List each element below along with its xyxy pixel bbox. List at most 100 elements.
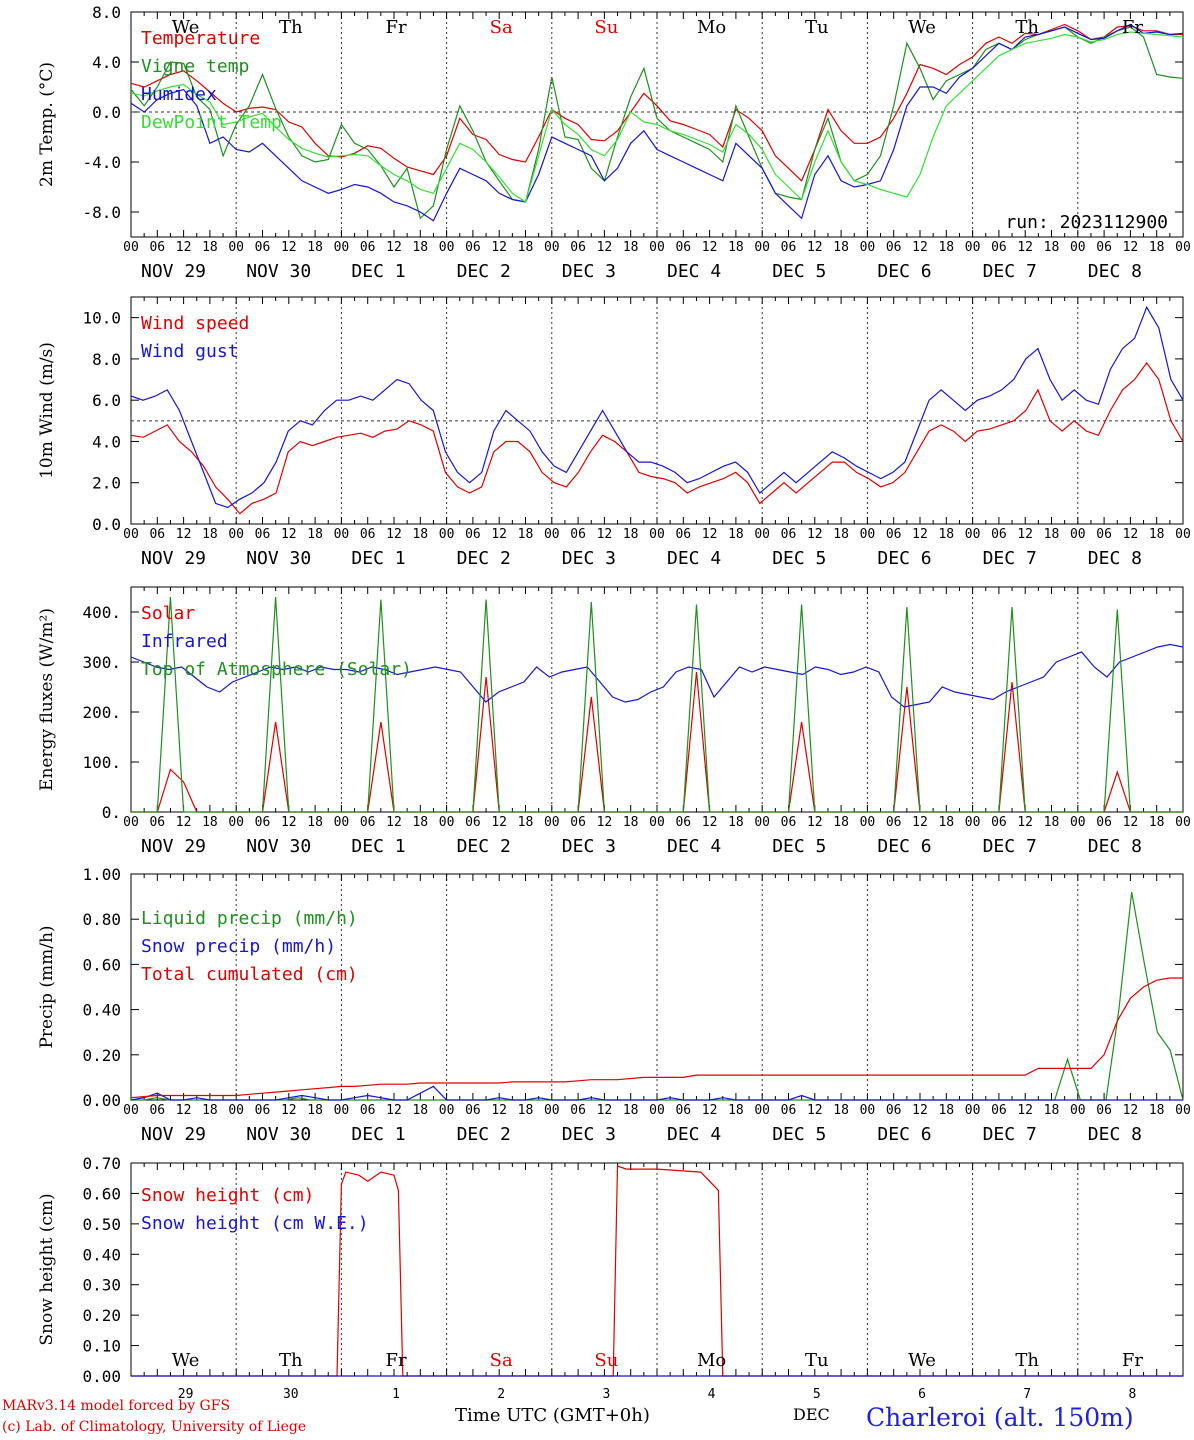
weekday-label: We	[908, 17, 936, 38]
hour-label: 00	[649, 240, 665, 255]
date-label: NOV 30	[246, 1124, 311, 1145]
hour-label: 12	[386, 1103, 402, 1118]
hour-label: 00	[649, 1103, 665, 1118]
time-axis-label: Time UTC (GMT+0h)	[455, 1405, 650, 1426]
y-tick-label: -8.0	[82, 203, 121, 222]
y-tick-label: 0.00	[82, 1367, 121, 1386]
date-label: DEC 7	[983, 261, 1037, 282]
hour-label: 12	[702, 527, 718, 542]
hour-label: 06	[675, 1103, 691, 1118]
hour-label: 06	[886, 240, 902, 255]
hour-label: 06	[149, 527, 165, 542]
y-axis-title: Snow height (cm)	[37, 1193, 57, 1345]
station-label: Charleroi (alt. 150m)	[866, 1403, 1134, 1432]
y-tick-label: 2.0	[92, 474, 121, 493]
legend-entry: Wind speed	[141, 313, 249, 334]
hour-label: 06	[570, 240, 586, 255]
hour-label: 12	[702, 240, 718, 255]
hour-label: 00	[1070, 527, 1086, 542]
y-tick-label: 400.	[82, 603, 121, 622]
date-label: DEC 1	[351, 1124, 405, 1145]
hour-label: 00	[965, 527, 981, 542]
hour-label: 00	[965, 815, 981, 830]
y-axis-title: Energy fluxes (W/m²)	[37, 608, 57, 791]
y-axis-title: 10m Wind (m/s)	[37, 342, 57, 479]
date-label: DEC 4	[667, 1124, 721, 1145]
hour-label: 18	[1044, 1103, 1060, 1118]
hour-label: 06	[570, 527, 586, 542]
hour-label: 06	[886, 815, 902, 830]
weekday-label: Th	[1015, 1350, 1039, 1371]
y-tick-label: 0.0	[92, 103, 121, 122]
hour-label: 00	[965, 240, 981, 255]
date-label: DEC 7	[983, 548, 1037, 569]
hour-label: 00	[123, 527, 139, 542]
hour-label: 00	[439, 527, 455, 542]
series-line-red	[130, 977, 1183, 1099]
date-label: DEC 2	[457, 836, 511, 857]
legend-entry: Infrared	[141, 631, 228, 652]
hour-label: 06	[781, 1103, 797, 1118]
legend-entry: Solar	[141, 603, 195, 624]
hour-label: 00	[860, 1103, 876, 1118]
hour-label: 06	[991, 1103, 1007, 1118]
hour-label: 12	[597, 240, 613, 255]
y-tick-label: 10.0	[82, 309, 121, 328]
panel-5	[130, 1162, 1184, 1377]
hour-label: 18	[938, 240, 954, 255]
hour-label: 06	[1096, 240, 1112, 255]
hour-label: 18	[202, 527, 218, 542]
date-label: DEC 3	[562, 261, 616, 282]
hour-label: 18	[728, 1103, 744, 1118]
hour-label: 12	[386, 240, 402, 255]
weekday-label: Fr	[1122, 1350, 1143, 1371]
hour-label: 06	[570, 1103, 586, 1118]
date-label: DEC 8	[1088, 836, 1142, 857]
hour-label: 00	[1070, 1103, 1086, 1118]
month-label: DEC	[793, 1405, 830, 1424]
y-tick-label: 0.40	[82, 1245, 121, 1264]
date-label: DEC 8	[1088, 1124, 1142, 1145]
y-tick-label: 0.60	[82, 1184, 121, 1203]
hour-label: 00	[965, 1103, 981, 1118]
hour-label: 12	[386, 527, 402, 542]
y-tick-label: 0.20	[82, 1046, 121, 1065]
y-tick-label: -4.0	[82, 153, 121, 172]
hour-label: 06	[465, 527, 481, 542]
date-label: NOV 29	[141, 548, 206, 569]
weekday-label: Th	[279, 1350, 303, 1371]
hour-label: 12	[1123, 815, 1139, 830]
hour-label: 18	[833, 240, 849, 255]
day-number-label: 5	[813, 1387, 821, 1402]
y-axis-title: Precip (mm/h)	[37, 925, 57, 1048]
legend-entry: Total cumulated (cm)	[141, 964, 358, 985]
y-axis-title: 2m Temp. (°C)	[37, 62, 57, 187]
hour-label: 12	[176, 1103, 192, 1118]
hour-label: 00	[1070, 815, 1086, 830]
hour-label: 00	[228, 527, 244, 542]
y-tick-label: 0.20	[82, 1306, 121, 1325]
weekday-label: Mo	[697, 17, 726, 38]
y-tick-label: 0.70	[82, 1154, 121, 1173]
legend-entry: Temperature	[141, 28, 260, 49]
legend-entry: Liquid precip (mm/h)	[141, 908, 358, 929]
hour-label: 00	[334, 240, 350, 255]
hour-label: 18	[1149, 1103, 1165, 1118]
hour-label: 00	[649, 527, 665, 542]
hour-label: 18	[518, 815, 534, 830]
hour-label: 00	[123, 815, 139, 830]
hour-label: 12	[807, 240, 823, 255]
y-tick-label: 4.0	[92, 432, 121, 451]
panel-3	[130, 586, 1184, 813]
hour-label: 18	[728, 527, 744, 542]
y-tick-label: 0.00	[82, 1091, 121, 1110]
series-line-lightgreen	[130, 31, 1184, 203]
hour-label: 00	[228, 815, 244, 830]
hour-label: 00	[649, 815, 665, 830]
y-tick-label: 0.10	[82, 1337, 121, 1356]
y-tick-label: 0.60	[82, 955, 121, 974]
hour-label: 00	[754, 1103, 770, 1118]
weekday-label: Mo	[697, 1350, 726, 1371]
hour-label: 18	[728, 815, 744, 830]
hour-label: 00	[228, 1103, 244, 1118]
